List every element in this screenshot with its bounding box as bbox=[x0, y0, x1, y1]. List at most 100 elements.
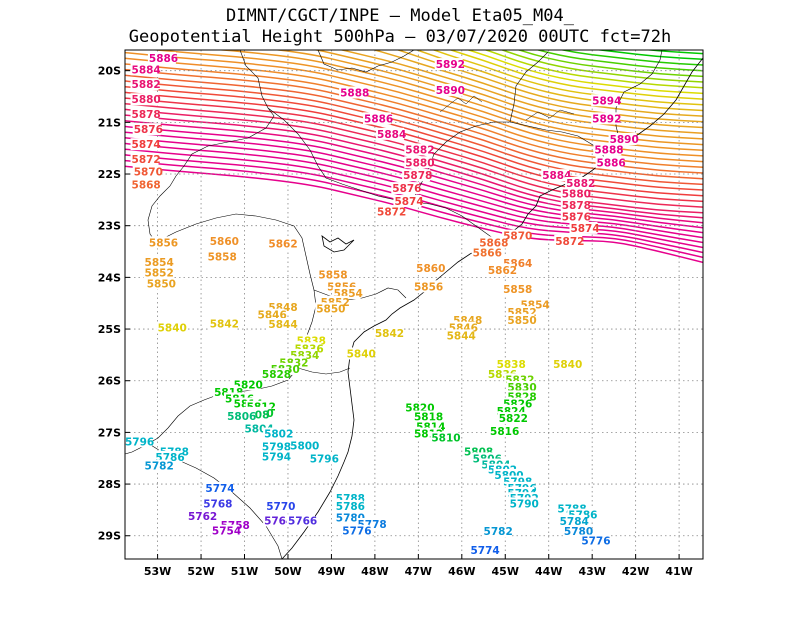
contour-label-bg bbox=[130, 78, 159, 91]
contour-label-bg bbox=[130, 153, 159, 166]
contour-line-5876 bbox=[125, 97, 703, 203]
state-border-e bbox=[297, 367, 351, 375]
contour-label-bg bbox=[156, 321, 185, 334]
contour-label: 5800 bbox=[290, 440, 319, 452]
contour-label: 5850 bbox=[316, 304, 345, 316]
contour-label: 5838 bbox=[497, 359, 526, 371]
contour-label-bg bbox=[482, 525, 511, 538]
contour-label: 5840 bbox=[347, 348, 376, 360]
contour-line-5814 bbox=[125, 0, 703, 25]
contour-label: 5794 bbox=[262, 451, 291, 463]
contour-label: 5852 bbox=[145, 267, 174, 279]
contour-label-bg bbox=[495, 357, 524, 370]
y-tick-label: 20S bbox=[98, 65, 121, 78]
contour-label: 5850 bbox=[507, 315, 536, 327]
contour-label: 5782 bbox=[484, 526, 513, 538]
contour-label-bg bbox=[208, 317, 237, 330]
contour-label-bg bbox=[263, 514, 292, 527]
contour-label-bg bbox=[478, 236, 507, 249]
contour-label-bg bbox=[376, 205, 405, 218]
contour-label-bg bbox=[567, 508, 596, 521]
contour-label-bg bbox=[267, 318, 296, 331]
contour-label-bg bbox=[560, 210, 589, 223]
contour-label-bg bbox=[256, 308, 285, 321]
y-tick-label: 26S bbox=[98, 375, 121, 388]
contour-line-5822 bbox=[125, 0, 703, 48]
contour-label-bg bbox=[506, 381, 535, 394]
contour-label-bg bbox=[413, 280, 441, 293]
contour-label: 5888 bbox=[594, 144, 623, 156]
contour-label-bg bbox=[486, 263, 515, 276]
contour-label-bg bbox=[143, 266, 172, 279]
contour-label: 5822 bbox=[499, 413, 528, 425]
contour-label: 5860 bbox=[416, 263, 445, 275]
contour-label-bg bbox=[187, 510, 216, 523]
contour-label-bg bbox=[143, 459, 172, 472]
contour-label-bg bbox=[147, 51, 176, 64]
contour-label: 5882 bbox=[405, 144, 434, 156]
contour-label-bg bbox=[506, 313, 535, 326]
contour-label: 5770 bbox=[266, 501, 295, 513]
y-tick-label: 24S bbox=[98, 271, 121, 284]
x-tick-label: 48W bbox=[361, 565, 388, 578]
contour-label: 5886 bbox=[597, 157, 626, 169]
contour-label-bg bbox=[552, 357, 581, 370]
contour-line-5810 bbox=[125, 0, 703, 14]
contour-label-bg bbox=[204, 481, 233, 494]
contour-label-bg bbox=[132, 123, 161, 136]
contour-label-bg bbox=[334, 499, 363, 512]
contour-label: 5858 bbox=[318, 269, 347, 281]
contour-label-bg bbox=[145, 277, 174, 290]
x-tick-label: 43W bbox=[578, 565, 605, 578]
contour-label: 5840 bbox=[553, 359, 582, 371]
y-tick-label: 28S bbox=[98, 478, 121, 491]
y-tick-label: 21S bbox=[98, 116, 121, 129]
contour-label-bg bbox=[591, 94, 620, 107]
contour-label: 5868 bbox=[132, 179, 161, 191]
contour-lines bbox=[125, 0, 703, 264]
contour-label: 5842 bbox=[375, 328, 404, 340]
contour-labels: 5886588458825880587858765874587258705868… bbox=[125, 51, 639, 557]
contour-label: 5764 bbox=[264, 515, 293, 527]
contour-label-bg bbox=[393, 195, 422, 208]
contour-line-5832 bbox=[516, 50, 703, 78]
contour-label-bg bbox=[471, 246, 500, 259]
contour-line-5816 bbox=[125, 0, 703, 31]
contour-label: 5870 bbox=[134, 167, 163, 179]
contour-label-bg bbox=[130, 93, 159, 106]
contour-label: 5856 bbox=[149, 237, 178, 249]
x-tick-label: 41W bbox=[665, 565, 692, 578]
contour-label: 5790 bbox=[510, 498, 539, 510]
plot-frame bbox=[124, 49, 704, 560]
contour-label: 5876 bbox=[134, 124, 163, 136]
contour-label-bg bbox=[608, 133, 637, 146]
contour-label: 5888 bbox=[340, 88, 369, 100]
contour-label-bg bbox=[341, 524, 370, 537]
x-tick-label: 53W bbox=[144, 565, 171, 578]
contour-label-bg bbox=[260, 368, 289, 381]
contour-label: 5878 bbox=[403, 170, 432, 182]
contour-label-bg bbox=[445, 329, 474, 342]
contour-label: 5766 bbox=[288, 515, 317, 527]
contour-label: 5862 bbox=[268, 238, 297, 250]
contour-label: 5784 bbox=[560, 516, 589, 528]
x-tick-label: 49W bbox=[318, 565, 345, 578]
contour-label-bg bbox=[560, 187, 589, 200]
contour-label-bg bbox=[434, 83, 463, 96]
contour-line-5854 bbox=[273, 50, 703, 140]
contour-label: 5882 bbox=[566, 178, 595, 190]
contour-label-bg bbox=[595, 156, 624, 169]
contour-label: 5878 bbox=[132, 109, 161, 121]
contour-label: 5776 bbox=[581, 536, 610, 548]
y-tick-label: 22S bbox=[98, 168, 121, 181]
contour-label-bg bbox=[489, 424, 518, 437]
contour-label: 5796 bbox=[310, 453, 339, 465]
contour-label: 5874 bbox=[570, 223, 599, 235]
contour-label: 5782 bbox=[145, 461, 174, 473]
x-tick-label: 45W bbox=[492, 565, 519, 578]
contour-label: 5862 bbox=[488, 265, 517, 277]
contour-label-bg bbox=[363, 112, 392, 125]
contour-label: 5768 bbox=[203, 498, 232, 510]
contour-label-bg bbox=[208, 234, 237, 247]
contour-label: 5884 bbox=[542, 170, 571, 182]
